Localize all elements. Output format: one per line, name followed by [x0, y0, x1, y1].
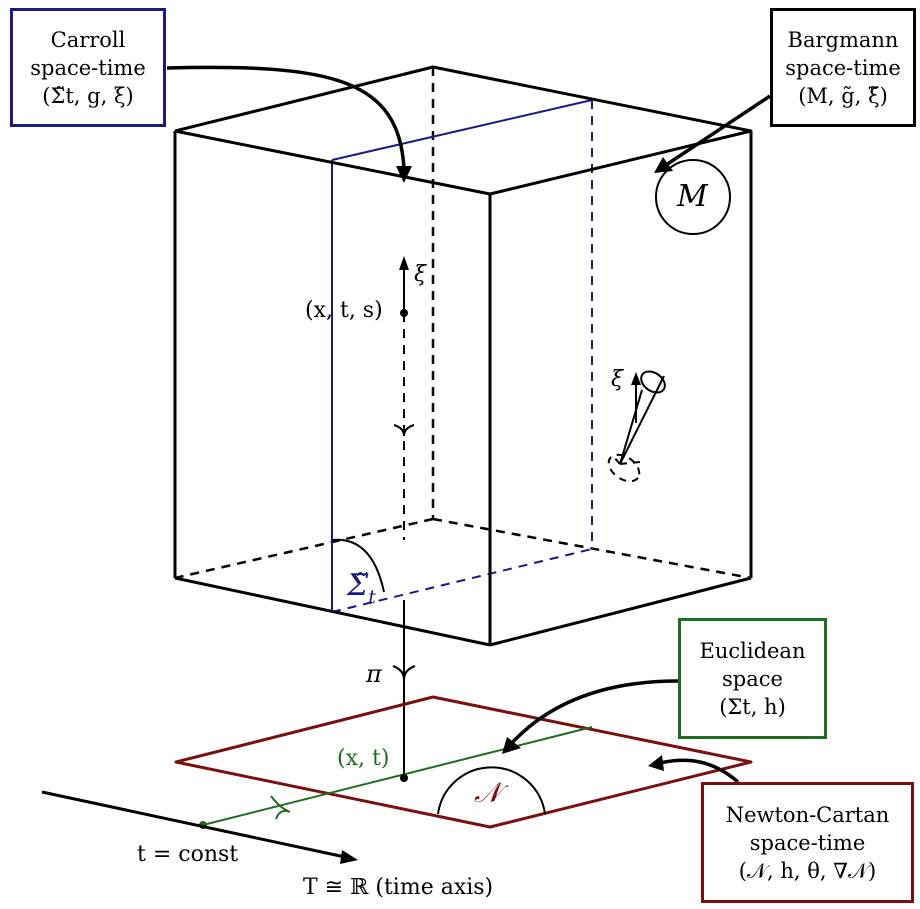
N-label: 𝒩 [474, 776, 501, 809]
sigma-tilde-sub: t [368, 586, 376, 608]
M-circle [655, 159, 731, 235]
time-axis-arrow-head [340, 850, 358, 864]
euclidean-box-line1: Euclidean [699, 638, 806, 663]
carroll-box: Carroll space-time (Σ̃t, g, ξ) [10, 8, 166, 127]
time-axis-label: T ≅ ℝ (time axis) [303, 875, 494, 900]
carroll-box-line2: space-time [30, 55, 146, 80]
newton-cartan-box: Newton-Cartan space-time (𝒩, h, θ, ∇𝒩) [701, 782, 914, 903]
cube-hidden-edges [174, 67, 752, 580]
euclidean-connector [508, 679, 679, 747]
bargmann-connector-head [654, 157, 673, 173]
carroll-slice [331, 99, 593, 613]
carroll-connector-head [396, 166, 412, 183]
xi-arrow-head [399, 256, 409, 270]
bargmann-box-line1: Bargmann [787, 27, 899, 52]
carroll-box-line3: (Σ̃t, g, ξ) [42, 83, 134, 108]
euclidean-box-line3: (Σt, h) [719, 694, 786, 719]
time-axis-line [41, 790, 346, 859]
N-halfdisc [437, 766, 546, 815]
t-const-label: t = const [137, 842, 239, 867]
pi-label: π [366, 660, 382, 688]
euclidean-connector-head [502, 737, 521, 754]
bargmann-connector [665, 94, 771, 167]
carroll-connector [166, 65, 406, 171]
bargmann-box-line2: space-time [785, 55, 901, 80]
euclidean-box: Euclidean space (Σt, h) [678, 618, 827, 739]
euclidean-box-line2: space [722, 666, 783, 691]
point-xts-dot [400, 309, 408, 317]
point-xt-dot [400, 774, 408, 782]
newton-connector [659, 758, 740, 784]
newton-box-line2: space-time [749, 830, 866, 855]
sigma-tilde-label: Σ̃t [347, 568, 376, 608]
bargmann-box: Bargmann space-time (M, g̃, ξ̃) [770, 8, 916, 127]
fibre-chevron-upper [393, 424, 415, 437]
newton-connector-head [648, 755, 664, 771]
point-xt-label: (x, t) [337, 746, 390, 771]
xi-upper-label: ξ [414, 262, 427, 287]
newton-cartan-plane [174, 695, 753, 829]
cone-xi-label: ξ [611, 367, 624, 392]
newton-box-line3: (𝒩, h, θ, ∇𝒩) [738, 858, 877, 883]
bargmann-box-line3: (M, g̃, ξ̃) [798, 83, 888, 108]
sigma-tilde-main: Σ̃ [347, 568, 369, 603]
point-xts-label: (x, t, s) [305, 298, 383, 323]
sigma-angle-arc [331, 538, 385, 593]
newton-box-line1: Newton-Cartan [725, 802, 890, 827]
carroll-box-line1: Carroll [50, 27, 126, 52]
pi-chevron [392, 665, 416, 681]
M-label: M [677, 179, 708, 214]
cone-xi-arrow-head [631, 372, 641, 385]
cube-visible-edges [173, 65, 753, 647]
euclidean-chevron [270, 795, 291, 820]
light-cone [607, 370, 666, 483]
euclidean-line [202, 726, 593, 826]
